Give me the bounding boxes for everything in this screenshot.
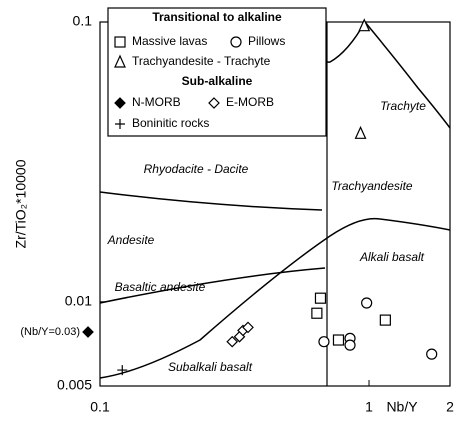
- legend-marker: [114, 97, 126, 109]
- legend-label: Massive lavas: [132, 34, 207, 48]
- boundary-curve: [364, 21, 451, 129]
- x-tick-label: 2: [446, 399, 454, 415]
- point: [242, 321, 254, 334]
- legend-label: N-MORB: [132, 95, 181, 109]
- legend-marker: [208, 97, 220, 109]
- legend-group-title: Transitional to alkaline: [152, 10, 282, 24]
- point: [379, 314, 391, 326]
- y-tick-label: 0.1: [73, 13, 93, 29]
- x-tick-label: 0.1: [90, 399, 110, 415]
- point: [361, 297, 373, 309]
- y-tick-label: 0.005: [57, 377, 92, 393]
- point: [314, 292, 327, 304]
- point: [82, 326, 94, 338]
- point: [117, 365, 128, 376]
- boundary-curve: [99, 267, 326, 304]
- point: [332, 334, 345, 346]
- point: [354, 125, 367, 139]
- y-axis-label: Zr/TiO₂*10000: [13, 159, 29, 248]
- point: [226, 335, 239, 348]
- legend-label: Boninitic rocks: [132, 116, 209, 130]
- field-label: Trachyte: [380, 99, 426, 113]
- legend-marker: [230, 36, 242, 48]
- field-label: Trachyandesite: [331, 179, 412, 193]
- legend-label: E-MORB: [226, 95, 274, 109]
- legend-label: Pillows: [248, 34, 285, 48]
- legend-marker: [114, 36, 126, 48]
- legend-box: [107, 7, 327, 137]
- point: [426, 348, 438, 360]
- point: [358, 18, 371, 32]
- x-note: (Nb/Y=0.03): [20, 326, 80, 338]
- field-label: Rhyodacite - Dacite: [144, 162, 249, 176]
- legend-marker: [114, 54, 126, 68]
- boundary-curve: [322, 21, 366, 63]
- field-label: Basaltic andesite: [115, 280, 206, 294]
- y-tick-label: 0.01: [65, 292, 92, 308]
- legend-group-title: Sub-alkaline: [182, 74, 253, 88]
- field-label: Alkali basalt: [359, 250, 425, 264]
- field-label: Subalkali basalt: [168, 360, 253, 374]
- field-label: Andesite: [107, 233, 155, 247]
- point: [344, 339, 356, 351]
- point: [311, 307, 323, 319]
- boundary-curve: [99, 217, 451, 379]
- legend-marker: [115, 119, 125, 129]
- x-tick-label: 1: [365, 399, 373, 415]
- x-axis-label: Nb/Y: [386, 399, 418, 415]
- point: [318, 336, 330, 348]
- boundary-curve: [99, 191, 323, 211]
- legend-label: Trachyandesite - Trachyte: [132, 54, 271, 68]
